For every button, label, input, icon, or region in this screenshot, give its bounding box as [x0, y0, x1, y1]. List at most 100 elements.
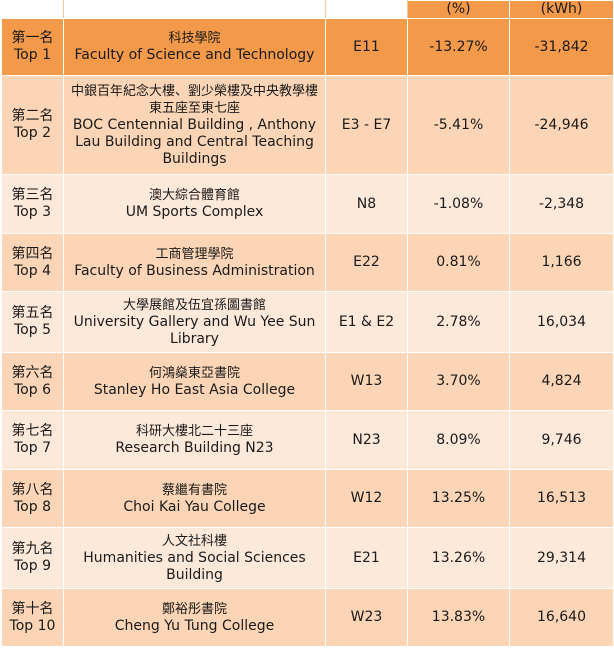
building-name-chinese: 工商管理學院 — [155, 246, 234, 262]
rank-cell: 第一名 Top 1 — [1, 18, 64, 76]
building-name-chinese: 鄭裕彤書院 — [161, 601, 227, 617]
header-blank-cell — [1, 0, 64, 19]
building-code: W23 — [325, 588, 408, 647]
rank-chinese: 第五名 — [11, 305, 54, 321]
rank-english: Top 4 — [14, 262, 51, 279]
building-code: E22 — [325, 233, 408, 292]
kwh-change: 29,314 — [509, 527, 614, 589]
header-row: (%) (kWh) — [1, 0, 614, 19]
energy-unit-header: (kWh) — [509, 0, 614, 19]
table-row: 第十名 Top 10 鄭裕彤書院 Cheng Yu Tung College W… — [1, 588, 614, 647]
kwh-change: 16,640 — [509, 588, 614, 647]
percent-change: -1.08% — [407, 174, 510, 234]
rank-cell: 第四名 Top 4 — [1, 233, 64, 292]
building-name-cell: 蔡繼有書院 Choi Kai Yau College — [63, 469, 326, 528]
building-name-cell: 中銀百年紀念大樓、劉少榮樓及中央教學樓東五座至東七座 BOC Centennia… — [63, 75, 326, 175]
kwh-change: 16,513 — [509, 469, 614, 528]
building-code: W13 — [325, 352, 408, 411]
building-name-chinese: 何鴻燊東亞書院 — [148, 365, 240, 381]
rank-english: Top 7 — [14, 440, 51, 456]
table-row: 第九名 Top 9 人文社科樓 Humanities and Social Sc… — [1, 527, 614, 589]
kwh-change: 1,166 — [509, 233, 614, 292]
building-code: E21 — [325, 527, 408, 589]
building-code: E3 - E7 — [325, 75, 408, 175]
building-name-cell: 鄭裕彤書院 Cheng Yu Tung College — [63, 588, 326, 647]
building-name-cell: 人文社科樓 Humanities and Social Sciences Bui… — [63, 527, 326, 589]
kwh-change: 16,034 — [509, 291, 614, 353]
rank-cell: 第九名 Top 9 — [1, 527, 64, 589]
building-name-cell: 工商管理學院 Faculty of Business Administratio… — [63, 233, 326, 292]
rank-cell: 第七名 Top 7 — [1, 410, 64, 470]
percent-change: 2.78% — [407, 291, 510, 353]
header-blank-cell — [325, 0, 408, 19]
building-name-english: UM Sports Complex — [125, 204, 264, 220]
rank-english: Top 3 — [14, 204, 51, 220]
building-code: E1 & E2 — [325, 291, 408, 353]
building-name-chinese: 大學展館及伍宜孫圖書館 — [122, 297, 266, 313]
rank-chinese: 第三名 — [11, 187, 54, 203]
percent-change: 13.26% — [407, 527, 510, 589]
building-name-cell: 何鴻燊東亞書院 Stanley Ho East Asia College — [63, 352, 326, 411]
building-name-chinese: 澳大綜合體育館 — [148, 188, 240, 203]
building-name-english: Humanities and Social Sciences Building — [83, 549, 306, 583]
building-name-english: Choi Kai Yau College — [123, 498, 266, 515]
percent-change: 8.09% — [407, 410, 510, 470]
building-name-cell: 科研大樓北二十三座 Research Building N23 — [63, 410, 326, 470]
building-code: N8 — [325, 174, 408, 234]
rank-english: Top 10 — [9, 617, 56, 634]
kwh-change: 9,746 — [509, 410, 614, 470]
rank-cell: 第三名 Top 3 — [1, 174, 64, 234]
building-name-english: University Gallery and Wu Yee Sun Librar… — [73, 313, 316, 347]
rank-english: Top 1 — [14, 47, 51, 63]
rank-cell: 第八名 Top 8 — [1, 469, 64, 528]
building-name-cell: 科技學院 Faculty of Science and Technology — [63, 18, 326, 76]
building-name-english: Stanley Ho East Asia College — [93, 381, 296, 398]
percent-change: 13.83% — [407, 588, 510, 647]
building-name-cell: 澳大綜合體育館 UM Sports Complex — [63, 174, 326, 234]
percent-unit-header: (%) — [407, 0, 510, 19]
rank-chinese: 第二名 — [11, 108, 54, 124]
rank-chinese: 第四名 — [11, 245, 54, 262]
header-blank-cell — [63, 0, 326, 19]
kwh-change: -31,842 — [509, 18, 614, 76]
building-name-chinese: 中銀百年紀念大樓、劉少榮樓及中央教學樓東五座至東七座 — [70, 83, 318, 116]
rank-cell: 第五名 Top 5 — [1, 291, 64, 353]
building-name-english: Faculty of Business Administration — [74, 262, 315, 279]
building-code: N23 — [325, 410, 408, 470]
building-name-cell: 大學展館及伍宜孫圖書館 University Gallery and Wu Ye… — [63, 291, 326, 353]
rank-chinese: 第六名 — [11, 364, 54, 381]
building-name-english: Research Building N23 — [115, 440, 274, 456]
table-row: 第八名 Top 8 蔡繼有書院 Choi Kai Yau College W12… — [1, 469, 614, 528]
rank-cell: 第六名 Top 6 — [1, 352, 64, 411]
building-name-chinese: 科研大樓北二十三座 — [135, 424, 253, 439]
rank-chinese: 第十名 — [11, 600, 54, 617]
rank-chinese: 第九名 — [11, 541, 54, 557]
building-name-chinese: 科技學院 — [168, 31, 221, 46]
table-row: 第二名 Top 2 中銀百年紀念大樓、劉少榮樓及中央教學樓東五座至東七座 BOC… — [1, 75, 614, 175]
table-row: 第五名 Top 5 大學展館及伍宜孫圖書館 University Gallery… — [1, 291, 614, 353]
rank-chinese: 第八名 — [11, 481, 54, 498]
percent-change: 13.25% — [407, 469, 510, 528]
building-name-english: Faculty of Science and Technology — [74, 47, 315, 63]
rank-chinese: 第七名 — [11, 423, 54, 439]
table-row: 第三名 Top 3 澳大綜合體育館 UM Sports Complex N8 -… — [1, 174, 614, 234]
rank-chinese: 第一名 — [11, 30, 54, 46]
percent-change: -5.41% — [407, 75, 510, 175]
building-name-chinese: 蔡繼有書院 — [161, 482, 227, 498]
table-row: 第六名 Top 6 何鴻燊東亞書院 Stanley Ho East Asia C… — [1, 352, 614, 411]
building-name-english: BOC Centennial Building , Anthony Lau Bu… — [72, 116, 317, 167]
rank-cell: 第十名 Top 10 — [1, 588, 64, 647]
building-name-chinese: 人文社科樓 — [161, 533, 227, 549]
rank-english: Top 2 — [14, 125, 51, 141]
kwh-change: 4,824 — [509, 352, 614, 411]
table-row: 第四名 Top 4 工商管理學院 Faculty of Business Adm… — [1, 233, 614, 292]
rank-english: Top 9 — [14, 558, 51, 574]
table-row: 第七名 Top 7 科研大樓北二十三座 Research Building N2… — [1, 410, 614, 470]
rank-english: Top 8 — [14, 498, 51, 515]
kwh-change: -24,946 — [509, 75, 614, 175]
percent-change: -13.27% — [407, 18, 510, 76]
building-code: E11 — [325, 18, 408, 76]
rank-english: Top 6 — [14, 381, 51, 398]
building-code: W12 — [325, 469, 408, 528]
